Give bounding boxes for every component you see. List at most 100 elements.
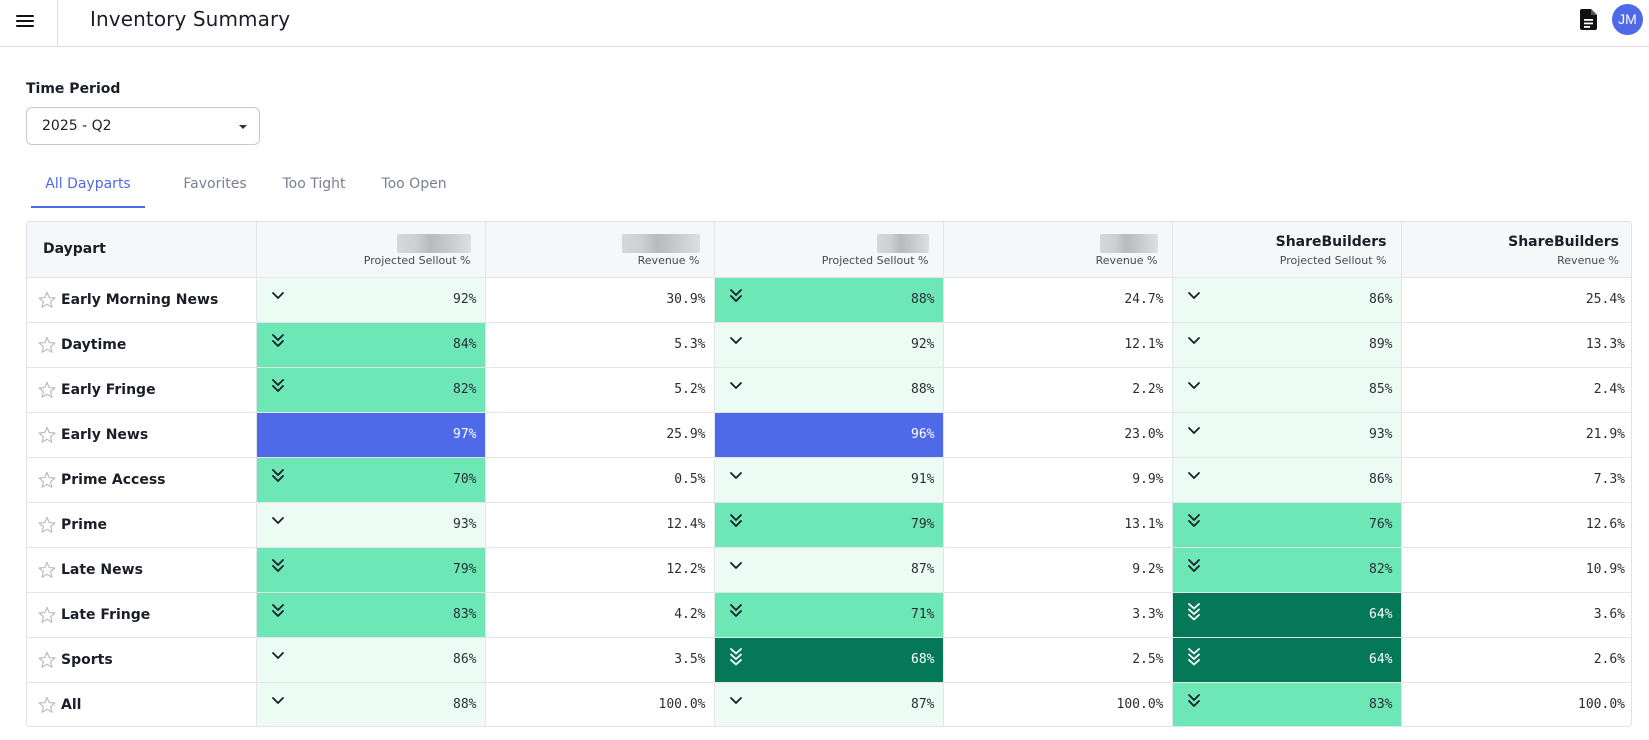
- daypart-name[interactable]: All: [61, 697, 82, 713]
- sellout-cell[interactable]: 82%: [256, 367, 486, 413]
- star-icon[interactable]: [37, 425, 57, 445]
- sellout-cell[interactable]: 86%: [256, 637, 486, 683]
- daypart-name[interactable]: Daytime: [61, 336, 127, 353]
- revenue-cell: 13.1%: [943, 502, 1173, 548]
- sellout-cell[interactable]: 89%: [1172, 322, 1402, 368]
- daypart-cell: Early Morning News: [27, 277, 257, 323]
- sellout-cell[interactable]: 86%: [1172, 457, 1402, 503]
- sellout-cell[interactable]: 82%: [1172, 547, 1402, 593]
- star-icon[interactable]: [37, 695, 57, 715]
- daypart-name[interactable]: Late News: [61, 561, 143, 578]
- sellout-cell[interactable]: 93%: [256, 502, 486, 548]
- star-icon[interactable]: [37, 605, 57, 625]
- revenue-cell: 3.5%: [485, 637, 715, 683]
- daypart-header[interactable]: Daypart: [27, 222, 257, 278]
- revenue-cell: 10.9%: [1401, 547, 1631, 593]
- revenue-cell: 2.6%: [1401, 637, 1631, 683]
- time-period-select[interactable]: 2025 - Q2: [26, 107, 260, 145]
- table-row: Early News 97% 25.9% 96% 23.0% 93% 21.9%: [27, 412, 1631, 458]
- column-header[interactable]: ShareBuilders Projected Sellout %: [1172, 222, 1402, 278]
- tab-favorites[interactable]: Favorites: [183, 176, 247, 192]
- revenue-cell: 7.3%: [1401, 457, 1631, 503]
- revenue-cell: 3.3%: [943, 592, 1173, 638]
- sellout-cell[interactable]: 86%: [1172, 277, 1402, 323]
- daypart-cell: Late News: [27, 547, 257, 593]
- column-subtitle: Projected Sellout %: [821, 253, 929, 267]
- table-row: Early Fringe 82% 5.2% 88% 2.2% 85% 2.4%: [27, 367, 1631, 413]
- daypart-cell: Early News: [27, 412, 257, 458]
- sellout-cell[interactable]: 92%: [714, 322, 944, 368]
- column-header[interactable]: Revenue %: [485, 222, 715, 278]
- table-row: Sports 86% 3.5% 68% 2.5% 64% 2.6%: [27, 637, 1631, 683]
- revenue-cell: 4.2%: [485, 592, 715, 638]
- column-subtitle: Projected Sellout %: [1279, 253, 1387, 267]
- sellout-cell[interactable]: 64%: [1172, 637, 1402, 683]
- sellout-cell[interactable]: 68%: [714, 637, 944, 683]
- column-title: ShareBuilders: [1508, 233, 1619, 250]
- menu-icon[interactable]: [14, 10, 38, 34]
- sellout-cell[interactable]: 83%: [1172, 682, 1402, 726]
- sellout-cell[interactable]: 71%: [714, 592, 944, 638]
- sellout-cell[interactable]: 64%: [1172, 592, 1402, 638]
- daypart-name[interactable]: Early Fringe: [61, 381, 156, 398]
- daypart-cell: Prime: [27, 502, 257, 548]
- tab-all-dayparts[interactable]: All Dayparts: [31, 168, 145, 208]
- column-header[interactable]: Revenue %: [943, 222, 1173, 278]
- daypart-cell: Late Fringe: [27, 592, 257, 638]
- star-icon[interactable]: [37, 515, 57, 535]
- avatar[interactable]: JM: [1612, 4, 1643, 35]
- star-icon[interactable]: [37, 560, 57, 580]
- tab-too-open[interactable]: Too Open: [381, 176, 447, 192]
- sellout-cell[interactable]: 88%: [256, 682, 486, 726]
- daypart-name[interactable]: Early Morning News: [61, 291, 219, 308]
- column-subtitle: Revenue %: [1095, 253, 1158, 267]
- time-period-value: 2025 - Q2: [42, 118, 112, 134]
- sellout-cell[interactable]: 92%: [256, 277, 486, 323]
- sellout-cell[interactable]: 84%: [256, 322, 486, 368]
- column-title: ShareBuilders: [1275, 233, 1387, 250]
- sellout-cell[interactable]: 85%: [1172, 367, 1402, 413]
- sellout-cell[interactable]: 91%: [714, 457, 944, 503]
- daypart-name[interactable]: Sports: [61, 651, 113, 668]
- column-header[interactable]: ShareBuilders Revenue %: [1401, 222, 1631, 278]
- revenue-cell: 0.5%: [485, 457, 715, 503]
- sellout-cell[interactable]: 76%: [1172, 502, 1402, 548]
- redacted-title: [876, 233, 929, 253]
- column-header[interactable]: Projected Sellout %: [256, 222, 486, 278]
- revenue-cell: 25.9%: [485, 412, 715, 458]
- daypart-name[interactable]: Prime: [61, 516, 108, 533]
- sellout-cell[interactable]: 97%: [256, 412, 486, 458]
- revenue-cell: 100.0%: [485, 682, 715, 726]
- star-icon[interactable]: [37, 290, 57, 310]
- column-title: [271, 233, 471, 253]
- sellout-cell[interactable]: 79%: [256, 547, 486, 593]
- sellout-cell[interactable]: 70%: [256, 457, 486, 503]
- column-title: [729, 233, 929, 253]
- sellout-cell[interactable]: 88%: [714, 277, 944, 323]
- sellout-cell[interactable]: 83%: [256, 592, 486, 638]
- sellout-cell[interactable]: 79%: [714, 502, 944, 548]
- daypart-name[interactable]: Late Fringe: [61, 606, 151, 623]
- sellout-cell[interactable]: 87%: [714, 682, 944, 726]
- daypart-cell: Prime Access: [27, 457, 257, 503]
- revenue-cell: 25.4%: [1401, 277, 1631, 323]
- document-icon[interactable]: [1580, 9, 1598, 30]
- star-icon[interactable]: [37, 650, 57, 670]
- revenue-cell: 100.0%: [1578, 697, 1625, 713]
- daypart-name[interactable]: Prime Access: [61, 471, 166, 488]
- column-title: [958, 233, 1158, 253]
- star-icon[interactable]: [37, 335, 57, 355]
- tab-too-tight[interactable]: Too Tight: [282, 176, 346, 192]
- star-icon[interactable]: [37, 380, 57, 400]
- star-icon[interactable]: [37, 470, 57, 490]
- column-header[interactable]: Projected Sellout %: [714, 222, 944, 278]
- revenue-cell: 12.1%: [943, 322, 1173, 368]
- table-row: Prime Access 70% 0.5% 91% 9.9% 86% 7.3%: [27, 457, 1631, 503]
- column-subtitle: Projected Sellout %: [363, 253, 471, 267]
- sellout-cell[interactable]: 96%: [714, 412, 944, 458]
- sellout-cell[interactable]: 87%: [714, 547, 944, 593]
- sellout-cell[interactable]: 88%: [714, 367, 944, 413]
- sellout-cell[interactable]: 93%: [1172, 412, 1402, 458]
- inventory-table: Daypart Projected Sellout % Revenue % Pr…: [26, 221, 1632, 727]
- daypart-name[interactable]: Early News: [61, 426, 149, 443]
